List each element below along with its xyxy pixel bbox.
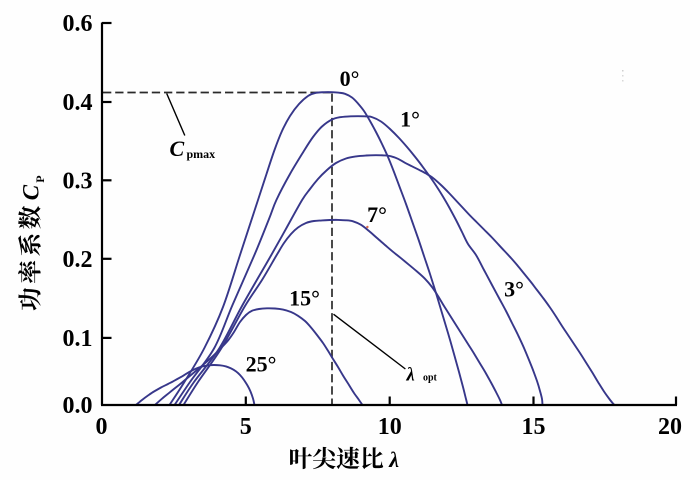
- svg-text:20: 20: [658, 414, 682, 440]
- svg-text:λ: λ: [406, 366, 415, 386]
- svg-text:0.6: 0.6: [63, 11, 93, 37]
- svg-text:0.1: 0.1: [63, 326, 93, 352]
- svg-text:0.4: 0.4: [63, 90, 93, 116]
- svg-text:3°: 3°: [504, 277, 524, 302]
- svg-text:λ: λ: [388, 447, 399, 472]
- svg-text:P: P: [33, 175, 47, 182]
- svg-text:opt: opt: [423, 373, 438, 384]
- svg-text:5: 5: [240, 414, 252, 440]
- svg-text:1°: 1°: [400, 107, 420, 132]
- svg-text:C: C: [19, 184, 44, 200]
- svg-text:25°: 25°: [246, 352, 277, 377]
- svg-text:15°: 15°: [289, 286, 320, 311]
- svg-text:10: 10: [378, 414, 402, 440]
- svg-text:0.3: 0.3: [63, 169, 93, 195]
- svg-text:0°: 0°: [340, 66, 360, 91]
- svg-text:pmax: pmax: [187, 147, 216, 161]
- svg-text:15: 15: [522, 414, 546, 440]
- svg-text:0.0: 0.0: [63, 393, 93, 419]
- svg-text:7°: 7°: [367, 202, 387, 227]
- svg-text:0.2: 0.2: [63, 247, 93, 273]
- svg-text:C: C: [170, 136, 185, 161]
- svg-text:0: 0: [96, 414, 108, 440]
